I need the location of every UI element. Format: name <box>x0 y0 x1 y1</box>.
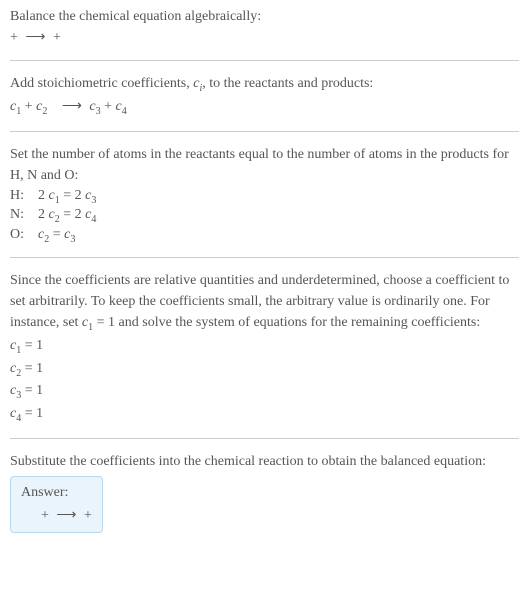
divider <box>10 257 519 258</box>
atom-label: H: <box>10 188 38 204</box>
plus: + <box>25 99 36 114</box>
result-row: c1 = 1 <box>10 335 519 358</box>
atom-eq: 2 c2 = 2 c4 <box>38 207 96 225</box>
var-c: ci <box>193 76 202 91</box>
answer-lhs: + <box>41 508 52 523</box>
atom-row-n: N: 2 c2 = 2 c4 <box>10 207 519 225</box>
c3-sub: 3 <box>96 106 101 117</box>
text: , to the reactants and products: <box>202 76 373 91</box>
atoms-intro: Set the number of atoms in the reactants… <box>10 144 519 186</box>
divider <box>10 438 519 439</box>
divider <box>10 60 519 61</box>
text: = 1 and solve the system of equations fo… <box>93 315 480 330</box>
eq-mid: = 2 <box>60 207 85 222</box>
spacer-text <box>51 99 58 114</box>
c1-sub: 1 <box>16 106 21 117</box>
intro-equation: + ⟶ + <box>10 27 519 48</box>
divider <box>10 131 519 132</box>
result-row: c4 = 1 <box>10 403 519 426</box>
intro-line1: Balance the chemical equation algebraica… <box>10 6 519 27</box>
intro-rhs: + <box>53 30 61 45</box>
atom-label: O: <box>10 227 38 243</box>
c-sub: 3 <box>70 234 75 245</box>
atom-eq: 2 c1 = 2 c3 <box>38 188 96 206</box>
atom-eq: c2 = c3 <box>38 227 75 245</box>
answer-equation: + ⟶ + <box>21 507 92 524</box>
coef: 2 <box>38 188 49 203</box>
stoich-equation: c1 + c2 ⟶ c3 + c4 <box>10 96 519 119</box>
answer-box: Answer: + ⟶ + <box>10 476 103 533</box>
eq-mid: = <box>49 227 64 242</box>
coef: 2 <box>38 207 49 222</box>
result-row: c2 = 1 <box>10 358 519 381</box>
stoich-line1: Add stoichiometric coefficients, ci, to … <box>10 73 519 96</box>
atom-row-h: H: 2 c1 = 2 c3 <box>10 188 519 206</box>
plus: + <box>104 99 115 114</box>
intro-lhs: + <box>10 30 21 45</box>
arrow-icon: ⟶ <box>56 507 76 524</box>
atom-label: N: <box>10 207 38 223</box>
c-sub: 3 <box>91 194 96 205</box>
eq-mid: = 2 <box>60 188 85 203</box>
solve-para: Since the coefficients are relative quan… <box>10 270 519 335</box>
arrow-icon: ⟶ <box>62 96 82 117</box>
c2-sub: 2 <box>42 106 47 117</box>
document-root: Balance the chemical equation algebraica… <box>0 0 529 539</box>
text: Add stoichiometric coefficients, <box>10 76 193 91</box>
c4-sub: 4 <box>122 106 127 117</box>
substitute-line: Substitute the coefficients into the che… <box>10 451 519 472</box>
answer-title: Answer: <box>21 485 92 501</box>
val: = 1 <box>21 338 43 353</box>
val: = 1 <box>21 406 43 421</box>
c-sub: 4 <box>91 214 96 225</box>
answer-rhs: + <box>84 508 92 523</box>
val: = 1 <box>21 383 43 398</box>
val: = 1 <box>21 361 43 376</box>
arrow-icon: ⟶ <box>25 27 45 48</box>
result-row: c3 = 1 <box>10 380 519 403</box>
atom-row-o: O: c2 = c3 <box>10 227 519 245</box>
